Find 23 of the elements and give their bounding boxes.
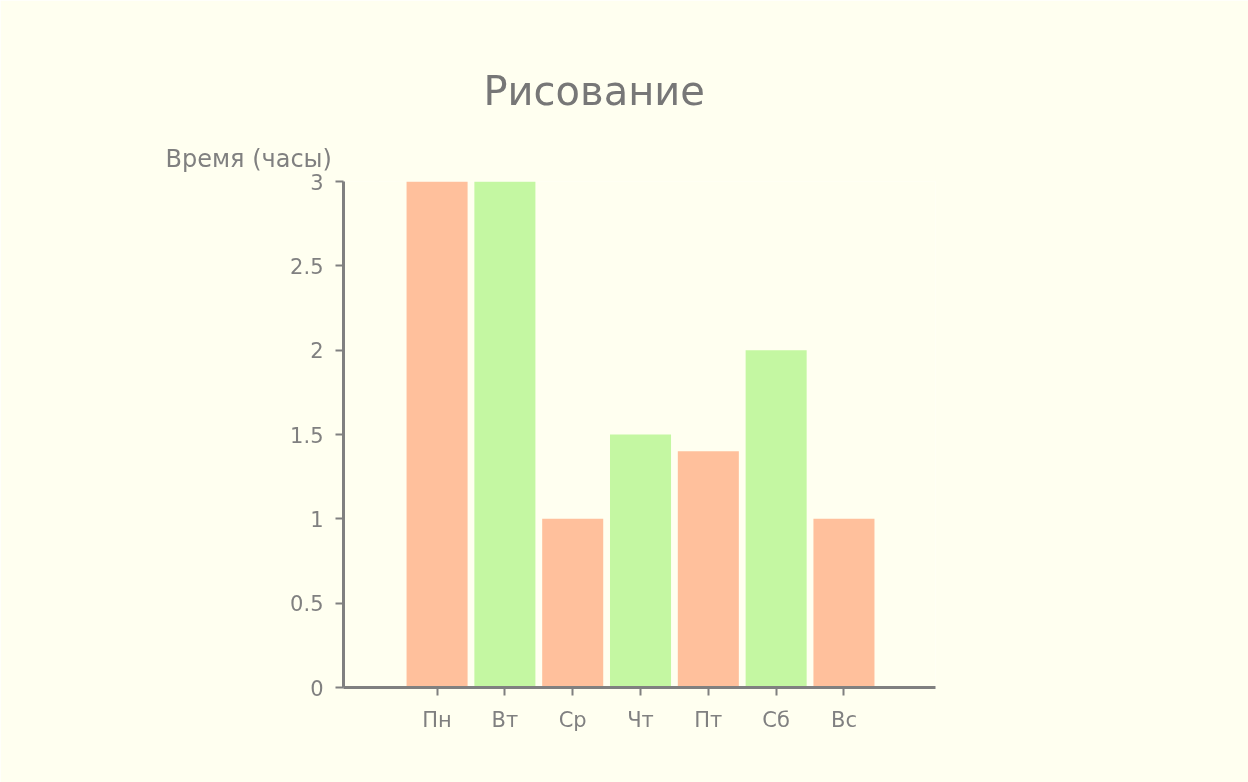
x-tick-label: Пн [422,707,452,732]
y-tick-label: 0.5 [290,592,324,617]
bar [677,451,739,688]
bar [610,434,672,688]
x-tick-label: Чт [627,707,654,732]
bar [813,518,875,688]
x-tick-label: Пт [694,707,723,732]
bar [542,518,604,688]
bar [406,181,468,688]
y-tick-label: 2.5 [290,254,324,279]
y-tick-label: 3 [310,170,324,195]
x-tick-label: Вт [491,707,519,732]
x-tick-label: Ср [558,707,587,732]
y-tick-label: 0 [310,676,324,701]
x-tick-label: Сб [762,707,790,732]
y-tick-label: 1.5 [290,423,324,448]
y-tick-label: 1 [310,507,324,532]
chart-title: Рисование [483,67,705,114]
bar [745,350,807,688]
bar [474,181,536,688]
x-tick-label: Вс [830,707,857,732]
y-tick-label: 2 [310,339,324,364]
y-axis-title: Время (часы) [165,144,332,173]
